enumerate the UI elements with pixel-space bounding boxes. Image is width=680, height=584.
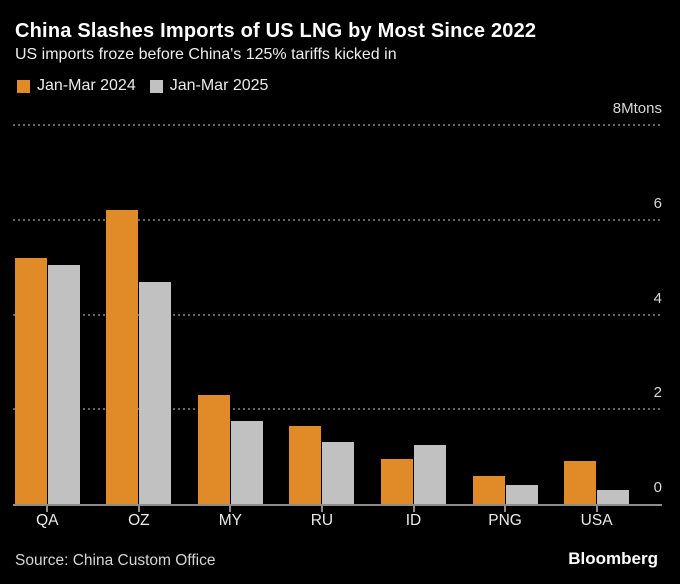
y-axis-label-8Mtons: 8Mtons [612,100,662,118]
gridline-2 [13,408,662,411]
x-tick-id [412,505,415,512]
bar-jan-mar-2025-qa [47,264,80,504]
bar-jan-mar-2024-oz [106,210,139,504]
x-tick-my [229,505,232,512]
legend-item-2025: Jan-Mar 2025 [149,77,269,95]
bar-jan-mar-2024-id [381,459,413,504]
bar-jan-mar-2025-usa [597,489,630,504]
source-note: Source: China Custom Office [15,552,216,569]
y-axis-label-6: 6 [653,194,662,212]
gridline-8 [13,124,662,127]
bar-jan-mar-2025-oz [139,281,172,504]
y-axis-label-0: 0 [653,479,662,496]
legend-swatch-2025-icon [149,79,163,93]
x-tick-oz [137,505,140,512]
bar-jan-mar-2025-id [414,444,446,504]
legend-item-2024: Jan-Mar 2024 [17,77,136,95]
category-label-usa: USA [580,512,613,529]
x-tick-qa [46,505,49,512]
chart-title: China Slashes Imports of US LNG by Most … [15,20,537,42]
bar-jan-mar-2024-my [197,395,230,504]
bar-jan-mar-2024-ru [289,425,322,504]
gridline-4 [13,313,662,316]
x-tick-usa [595,505,598,512]
y-axis-label-4: 4 [653,289,662,307]
category-label-ru: RU [310,512,334,529]
bar-jan-mar-2025-my [230,421,263,504]
x-tick-ru [320,505,323,512]
category-label-qa: QA [36,512,59,529]
legend-swatch-2024-icon [17,79,30,93]
legend: Jan-Mar 2024 Jan-Mar 2025 [17,77,268,95]
bloomberg-logo: Bloomberg [568,549,658,568]
category-label-png: PNG [488,512,522,529]
category-label-my: MY [218,512,243,529]
y-axis-label-2: 2 [653,384,662,402]
bar-jan-mar-2024-qa [14,257,47,504]
bar-jan-mar-2024-usa [564,461,597,504]
legend-label-2024: Jan-Mar 2024 [37,77,136,94]
x-tick-png [504,505,507,512]
category-label-oz: OZ [128,512,150,529]
bar-jan-mar-2024-png [472,475,505,504]
legend-label-2025: Jan-Mar 2025 [169,77,269,94]
bar-jan-mar-2025-png [505,485,538,504]
chart-subtitle: US imports froze before China's 125% tar… [15,46,397,63]
gridline-6 [13,218,662,221]
bar-jan-mar-2025-ru [322,442,355,504]
x-axis-line [13,503,662,506]
category-label-id: ID [405,512,422,529]
